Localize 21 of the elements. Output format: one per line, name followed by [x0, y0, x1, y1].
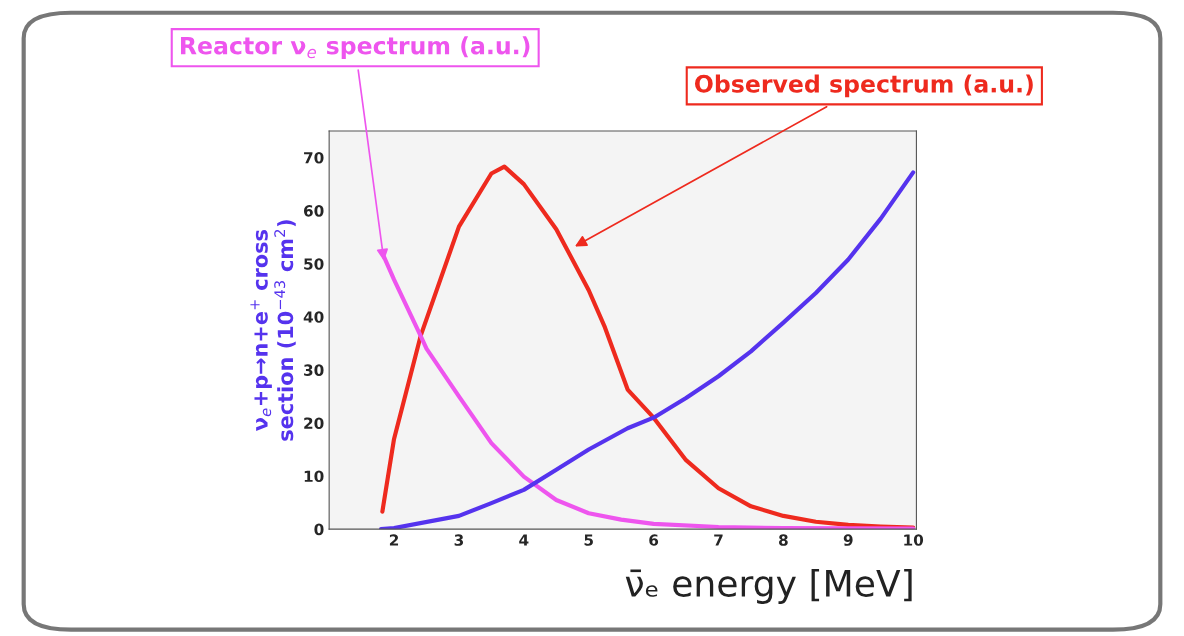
x-tick-label: 6	[649, 534, 659, 546]
y-tick-label: 30	[304, 364, 324, 376]
y-tick-label: 10	[304, 470, 324, 483]
x-axis-title: ν̄ₑ energy [MeV]	[625, 568, 912, 604]
y-tick-label: 70	[304, 152, 324, 164]
x-tick-label: 4	[519, 534, 529, 546]
x-tick-label: 9	[843, 534, 853, 546]
y-tick-label: 20	[304, 417, 324, 429]
x-tick-label: 7	[714, 534, 723, 546]
y-tick-label: 0	[314, 523, 324, 536]
annotation: Observed spectrum (a.u.)	[695, 74, 1033, 98]
x-tick-label: 5	[584, 534, 593, 546]
x-tick-label: 3	[454, 534, 464, 546]
x-tick-label: 10	[904, 534, 924, 546]
y-tick-label: 50	[304, 258, 324, 270]
annotation: Reactor ν$_{e}$ spectrum (a.u.)	[180, 36, 530, 60]
text: ν$_{e}$+p→n+e$^{+}$ cross section (10$^{−43}$ cm$^{2}$)	[250, 220, 296, 441]
y-tick-label: 60	[303, 205, 324, 217]
x-tick-label: 8	[779, 534, 788, 546]
x-tick-label: 2	[389, 534, 399, 546]
y-tick-label: 40	[303, 311, 324, 323]
